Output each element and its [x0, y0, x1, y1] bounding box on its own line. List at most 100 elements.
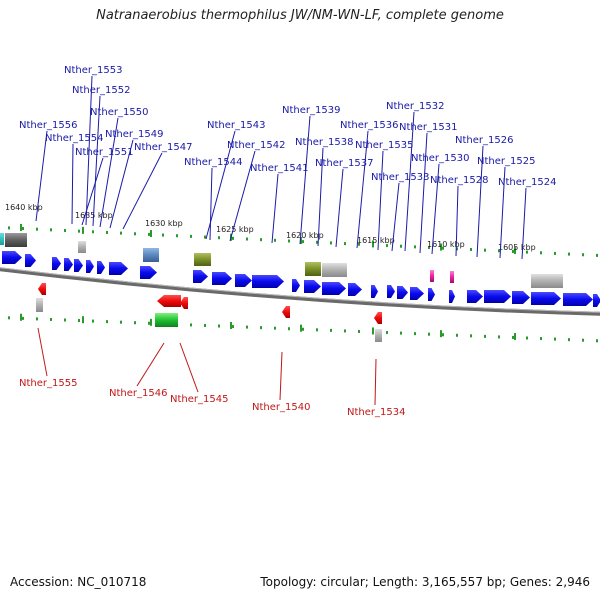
tick-minor — [358, 242, 360, 246]
label-leader-line — [71, 143, 74, 225]
tick-minor — [596, 253, 598, 257]
forward-gene-arrow — [193, 270, 208, 283]
tick-minor — [442, 246, 444, 250]
reverse-gene-arrow — [157, 295, 181, 307]
forward-gene-arrow — [74, 259, 83, 272]
gene-label: Nther_1553 — [64, 65, 122, 76]
label-leader-line — [455, 185, 459, 257]
tick-minor — [330, 328, 332, 332]
forward-gene-arrow — [109, 262, 128, 275]
label-leader-line — [81, 157, 104, 226]
genome-summary-text: Topology: circular; Length: 3,165,557 bp… — [260, 575, 590, 589]
label-leader-line — [377, 150, 384, 251]
label-leader-line — [335, 168, 344, 248]
gene-label: Nther_1537 — [315, 158, 373, 169]
gene-label: Nther_1542 — [227, 140, 285, 151]
tick-minor — [8, 316, 10, 320]
forward-gene-arrow — [348, 283, 362, 296]
tick-minor — [456, 333, 458, 337]
tick-minor — [316, 240, 318, 244]
misc-feature — [322, 263, 347, 277]
tick-minor — [582, 338, 584, 342]
tick-label: 1625 kbp — [216, 225, 254, 234]
scale-ticks-top — [8, 223, 598, 257]
tick-major — [440, 243, 442, 251]
forward-gene-arrow — [86, 260, 94, 273]
tick-minor — [64, 318, 66, 322]
tick-label: 1620 kbp — [286, 231, 324, 240]
forward-gene-arrow — [467, 290, 483, 303]
tick-minor — [120, 231, 122, 235]
gene-label: Nther_1535 — [355, 140, 413, 151]
gene-label: Nther_1554 — [45, 133, 103, 144]
label-leader-line — [92, 95, 101, 227]
label-leader-line — [109, 139, 134, 229]
tick-minor — [400, 331, 402, 335]
tick-minor — [36, 227, 38, 231]
tick-minor — [274, 326, 276, 330]
tick-label: 1605 kbp — [498, 243, 536, 252]
label-leader-line — [356, 130, 369, 249]
tick-minor — [414, 332, 416, 336]
forward-gene-arrow — [387, 285, 395, 298]
tick-minor — [106, 320, 108, 324]
tick-major — [300, 324, 302, 332]
gene-label: Nther_1546 — [109, 388, 167, 399]
label-leader-line — [374, 358, 377, 406]
forward-gene-arrow — [512, 291, 530, 304]
gene-label: Nther_1555 — [19, 378, 77, 389]
tick-minor — [316, 328, 318, 332]
forward-gene-arrow — [52, 257, 61, 270]
tick-minor — [302, 327, 304, 331]
tick-minor — [92, 319, 94, 323]
map-title: Natranaerobius thermophilus JW/NM-WN-LF,… — [96, 8, 504, 23]
tick-major — [150, 318, 152, 326]
label-leader-line — [404, 111, 415, 252]
tick-minor — [386, 331, 388, 335]
tick-minor — [260, 326, 262, 330]
forward-gene-labels: Nther_1553 Nther_1552 Nther_1550 Nther_1556… — [19, 65, 556, 260]
label-leader-line — [271, 173, 279, 244]
forward-gene-arrow — [371, 285, 378, 298]
tick-minor — [218, 324, 220, 328]
tick-minor — [400, 244, 402, 248]
tick-minor — [148, 321, 150, 325]
forward-gene-arrow — [449, 290, 455, 303]
tick-major — [150, 230, 152, 238]
tick-minor — [568, 252, 570, 256]
label-leader-line — [279, 351, 283, 401]
tick-minor — [106, 230, 108, 234]
gene-label: Nther_1552 — [72, 85, 130, 96]
trna-feature — [430, 270, 434, 282]
gene-label: Nther_1525 — [477, 156, 535, 167]
forward-gene-arrow — [2, 251, 22, 264]
forward-gene-arrow — [252, 275, 284, 288]
forward-gene-arrow — [428, 288, 435, 301]
accession-text: Accession: NC_010718 — [10, 575, 147, 589]
tick-minor — [204, 323, 206, 327]
tick-minor — [358, 329, 360, 333]
gene-label: Nther_1547 — [134, 142, 192, 153]
forward-gene-arrow — [304, 280, 321, 293]
forward-gene-arrow — [563, 293, 593, 306]
forward-gene-arrow — [292, 279, 300, 292]
tick-minor — [50, 317, 52, 321]
label-leader-line — [229, 150, 256, 242]
tick-minor — [554, 337, 556, 341]
tick-minor — [190, 234, 192, 238]
label-leader-line — [99, 117, 119, 228]
genome-backbone — [0, 267, 600, 316]
label-leader-line — [419, 132, 428, 254]
rrna-feature — [5, 233, 27, 247]
tick-minor — [526, 336, 528, 340]
tick-major — [372, 327, 374, 335]
gene-label: Nther_1551 — [75, 147, 133, 158]
tick-minor — [540, 337, 542, 341]
tick-minor — [50, 228, 52, 232]
tick-minor — [512, 335, 514, 339]
tick-minor — [274, 238, 276, 242]
gene-label: Nther_1536 — [340, 120, 398, 131]
forward-gene-arrow — [593, 294, 600, 307]
gene-label: Nther_1541 — [250, 163, 308, 174]
